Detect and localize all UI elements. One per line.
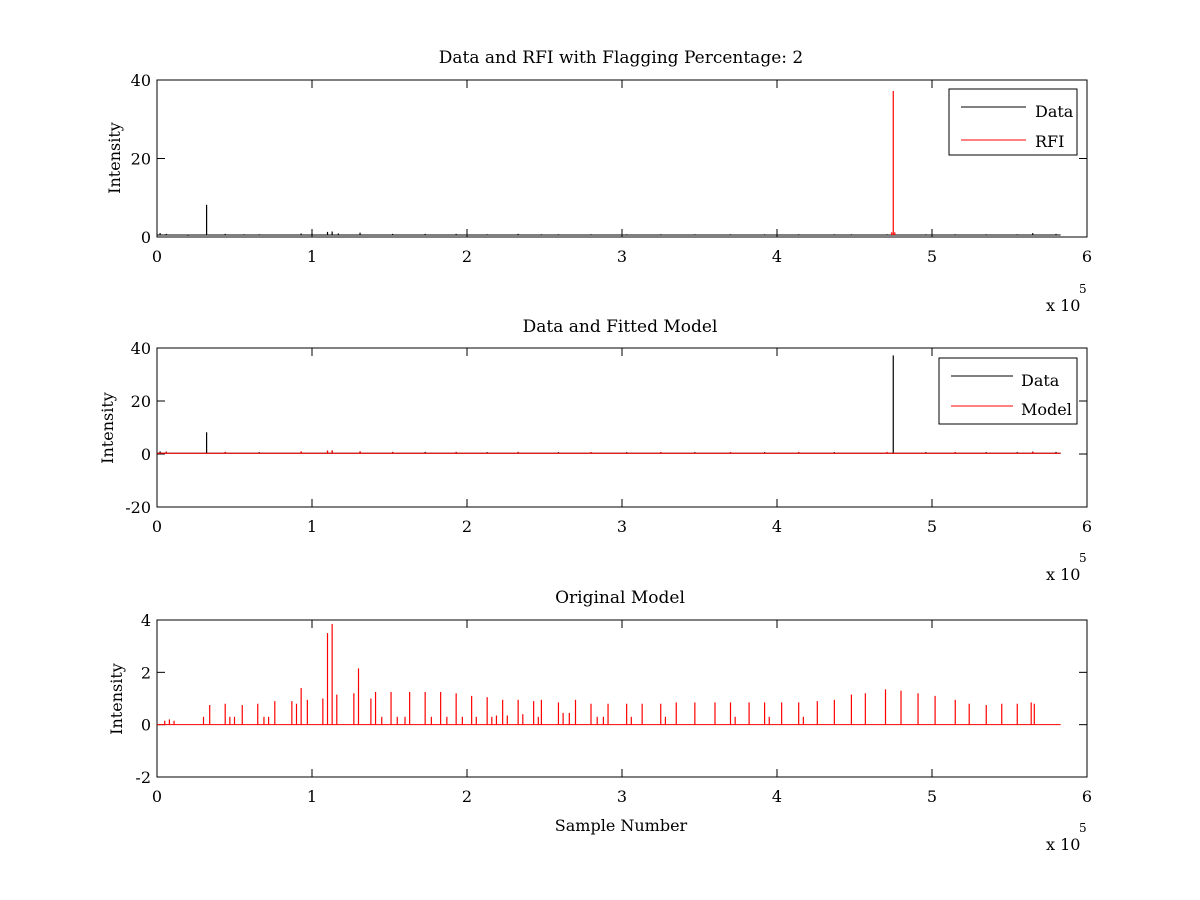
panel-1-x-multiplier-exponent: 5 xyxy=(1079,282,1087,296)
panel-2-y-tick-label-3: 40 xyxy=(131,339,151,358)
panel-2-y-tick-label-1: 0 xyxy=(141,445,151,464)
panel-3-ylabel: Intensity xyxy=(107,663,126,735)
panel-2-legend-box xyxy=(938,357,1078,425)
panel-3-series-0 xyxy=(157,623,1061,726)
panel-3-title: Original Model xyxy=(555,588,685,608)
panel-3-y-tick-label-2: 2 xyxy=(141,663,151,682)
panel-3-y-tick-label-0: -2 xyxy=(135,768,151,787)
panel-1-y-tick-label-1: 20 xyxy=(131,150,151,169)
panel-2-series-model xyxy=(157,450,1061,454)
panel-1-x-tick-label-2: 2 xyxy=(462,247,472,266)
panel-2-x-tick-label-6: 6 xyxy=(1082,517,1092,536)
panel-2-x-multiplier-exponent: 5 xyxy=(1079,551,1087,565)
panel-1: Data and RFI with Flagging Percentage: 2… xyxy=(105,48,1092,315)
panel-3-xlabel: Sample Number xyxy=(555,816,688,835)
panel-1-x-tick-label-0: 0 xyxy=(152,247,162,266)
panel-2-x-multiplier: x 10 xyxy=(1046,565,1080,584)
panel-1-x-tick-label-1: 1 xyxy=(307,247,317,266)
panel-1-series-data xyxy=(157,204,1061,236)
panel-2-x-tick-label-0: 0 xyxy=(152,517,162,536)
panel-3-x-multiplier-exponent: 5 xyxy=(1079,821,1087,835)
panel-3-y-tick-label-1: 0 xyxy=(141,716,151,735)
panel-3-x-tick-label-2: 2 xyxy=(462,787,472,806)
panel-2-x-tick-label-1: 1 xyxy=(307,517,317,536)
panel-3-y-tick-label-3: 4 xyxy=(141,611,151,630)
panel-1-legend-rfi: RFI xyxy=(1035,132,1064,151)
panel-2-title: Data and Fitted Model xyxy=(523,317,718,337)
panel-2-x-tick-label-3: 3 xyxy=(617,517,627,536)
panel-1-x-tick-label-3: 3 xyxy=(617,247,627,266)
panel-1-x-multiplier: x 10 xyxy=(1046,296,1080,315)
panel-2-ylabel: Intensity xyxy=(98,392,117,464)
panel-3-x-tick-label-0: 0 xyxy=(152,787,162,806)
panel-1-legend-data: Data xyxy=(1035,102,1074,121)
panel-1-x-tick-label-5: 5 xyxy=(927,247,937,266)
panel-2: Data and Fitted Model Intensity 0 1 2 3 4 5 6 -… xyxy=(98,317,1092,584)
panel-3-x-tick-label-1: 1 xyxy=(307,787,317,806)
panel-2-legend-data: Data xyxy=(1021,371,1060,390)
panel-3-x-multiplier: x 10 xyxy=(1046,835,1080,854)
panel-1-legend: Data RFI xyxy=(948,88,1078,156)
panel-1-y-tick-label-2: 40 xyxy=(131,71,151,90)
panel-3-x-tick-label-5: 5 xyxy=(927,787,937,806)
panel-3-x-tick-label-4: 4 xyxy=(772,787,782,806)
panel-3-x-tick-label-3: 3 xyxy=(617,787,627,806)
panel-2-y-tick-label-0: -20 xyxy=(125,498,151,517)
panel-3-x-tick-label-6: 6 xyxy=(1082,787,1092,806)
panel-1-x-tick-label-6: 6 xyxy=(1082,247,1092,266)
panel-2-x-tick-label-4: 4 xyxy=(772,517,782,536)
panel-2-legend: Data Model xyxy=(938,357,1078,425)
panel-1-series-rfi xyxy=(891,90,896,236)
panel-1-y-tick-label-0: 0 xyxy=(141,228,151,247)
panel-2-legend-model: Model xyxy=(1021,400,1072,419)
panel-1-legend-box xyxy=(948,88,1078,156)
panel-2-y-tick-label-2: 20 xyxy=(131,392,151,411)
panel-1-title: Data and RFI with Flagging Percentage: 2 xyxy=(439,48,803,68)
panel-1-ylabel: Intensity xyxy=(105,122,124,194)
panel-2-x-tick-label-5: 5 xyxy=(927,517,937,536)
panel-1-x-tick-label-4: 4 xyxy=(772,247,782,266)
panel-2-x-tick-label-2: 2 xyxy=(462,517,472,536)
